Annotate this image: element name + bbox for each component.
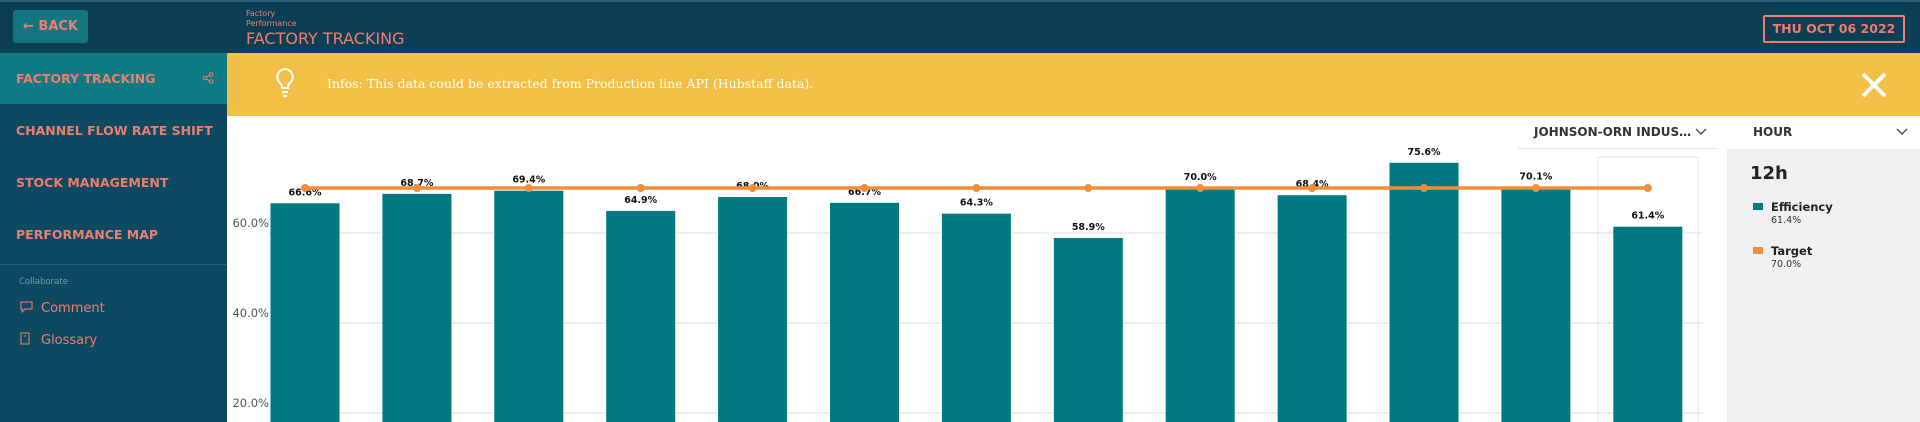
y-tick-label: 40.0% [232,306,269,320]
active-item [0,53,227,104]
link[interactable]: Glossary [41,333,98,348]
legend-swatch [1753,247,1763,254]
legend-name: Target [1771,244,1813,258]
line-point [972,184,981,192]
banner-text: Infos: This data could be extracted from… [327,76,814,91]
date-badge[interactable]: THU OCT 06 2022 [1763,15,1905,43]
bar [1277,195,1347,422]
highlight-box [1597,156,1699,422]
bar [382,193,452,422]
data-label: 70.1% [1519,172,1552,183]
data-label: 58.9% [1072,222,1105,233]
nav-item[interactable]: CHANNEL FLOW RATE SHIFT [16,123,213,138]
nav-item[interactable]: PERFORMANCE MAP [16,227,159,242]
data-label: 70.0% [1184,172,1217,183]
chart: 20.0%40.0%60.0%66.6%68.7%69.4%64.9%68.0%… [232,147,1702,422]
nav-item[interactable]: FACTORY TRACKING [16,71,156,86]
sidebar: FACTORY TRACKING CHANNEL FLOW RATE SHIFT… [0,53,227,422]
section-label: Collaborate [19,277,68,287]
back-button[interactable]: ← BACK [13,10,88,43]
legend-name: Efficiency [1771,200,1833,214]
back-label: BACK [38,19,78,34]
panel-title: 12h [1750,163,1788,184]
share-icon [202,72,214,84]
legend-panel: 12h Efficiency 61.4% Target 70.0% [1727,149,1920,422]
page-title: FACTORY TRACKING [246,29,405,48]
legend-swatch [1753,203,1763,210]
line-point [1084,184,1093,192]
line-point [524,184,533,192]
line-point [1531,184,1540,192]
line-point [748,184,757,192]
data-label: 61.4% [1631,211,1664,222]
legend-value: 61.4% [1771,215,1802,226]
data-label: 64.9% [624,195,657,206]
nav-item[interactable]: STOCK MANAGEMENT [16,175,169,190]
bar [270,203,340,422]
close-button[interactable] [1860,71,1888,99]
legend-value: 70.0% [1771,259,1802,270]
glossary-icon [20,332,30,345]
top-bar: ← BACK Factory Performance FACTORY TRACK… [0,0,1920,53]
link[interactable]: Comment [41,301,105,316]
bar [494,190,564,422]
bulb-icon [276,67,294,97]
y-tick-label: 60.0% [232,216,269,230]
chevron [1695,128,1707,136]
bar [941,213,1011,422]
comment-icon [20,301,33,313]
line-point [1420,184,1428,192]
bar [1613,226,1683,422]
bar [718,197,788,422]
breadcrumb: Factory [246,9,276,18]
bar [1053,237,1123,422]
line-point [1196,184,1205,192]
data-label: 75.6% [1408,147,1441,158]
line-point [301,184,309,192]
bar [606,210,676,422]
separator [0,264,227,265]
data-label: 66.6% [289,187,322,198]
line-point [1643,184,1652,192]
data-label: 66.7% [848,187,881,198]
data-label: 64.3% [960,198,993,209]
data-label: 69.4% [512,175,545,186]
info-banner: Infos: This data could be extracted from… [227,53,1920,116]
line-point [412,184,421,192]
y-tick-label: 20.0% [232,396,269,410]
line-point [636,184,645,192]
company-dropdown[interactable]: JOHNSON-ORN INDUS… [1534,125,1692,139]
breadcrumb: Performance [246,19,297,28]
period-dropdown[interactable]: HOUR [1753,125,1793,139]
bar [830,202,899,422]
bar [1165,188,1235,422]
bar [1501,187,1571,422]
bar [1389,162,1459,422]
line-point [860,184,869,192]
line-point [1308,184,1317,192]
dropdown-underline [1518,148,1717,149]
data-label: 68.7% [400,178,433,189]
chevron [1896,128,1908,136]
